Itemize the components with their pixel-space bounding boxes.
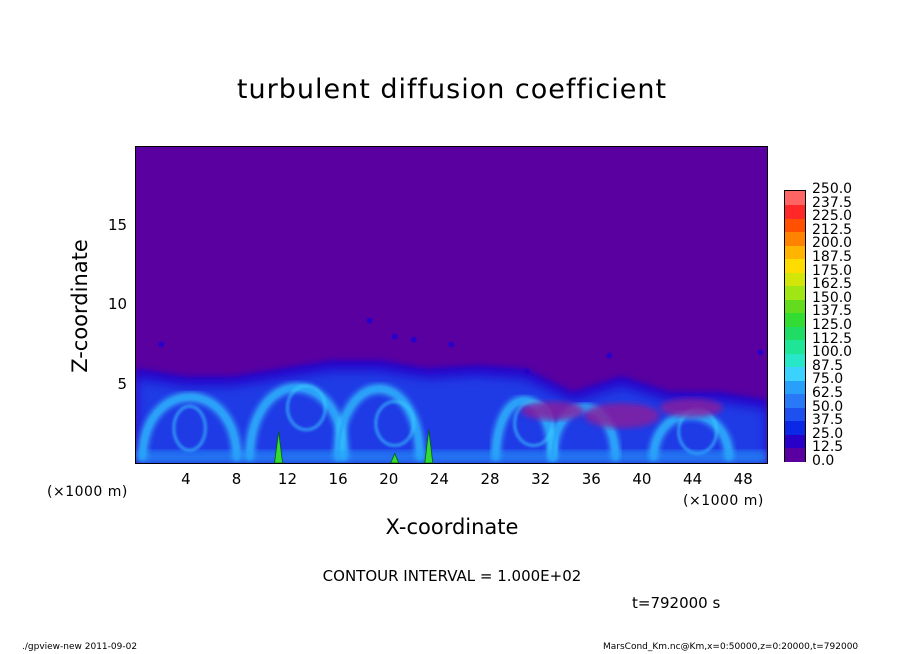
colorbar-label: 12.5 [812,439,844,456]
surface-layer [136,450,767,463]
swirl [374,400,416,447]
colorbar-segment [785,272,805,286]
convective-roll-edge [550,405,618,460]
low-value-pocket [584,402,660,429]
colorbar-label: 137.5 [812,303,853,320]
x-tick-label: 24 [429,470,449,488]
x-tick-label: 20 [379,470,399,488]
convective-roll-edge [140,395,239,460]
swirl [172,404,207,452]
colorbar-label: 75.0 [812,371,844,388]
swirl [513,400,554,447]
y-tick-label: 15 [108,215,128,234]
x-tick-label: 44 [683,470,703,488]
x-tick-label: 48 [733,470,753,488]
colorbar-label: 162.5 [812,276,853,293]
x-tick-label: 8 [231,470,242,488]
isolated-eddy [158,341,165,348]
colorbar-label: 237.5 [812,194,853,211]
colorbar-segment [785,434,805,448]
high-value-spike [274,431,284,463]
colorbar-segment [785,218,805,232]
colorbar-segment [785,380,805,394]
y-tick-label: 10 [108,295,128,313]
colorbar [784,190,806,462]
heatmap-field [136,147,767,463]
colorbar-segment [785,339,805,354]
colorbar-label: 50.0 [812,398,844,415]
isolated-eddy [448,341,455,348]
colorbar-label: 250.0 [812,181,853,197]
plot-area [135,146,768,464]
colorbar-segment [785,285,805,300]
low-value-pocket [520,401,585,421]
x-unit-label-right: (×1000 m) [683,493,764,509]
x-tick-label: 32 [531,470,551,488]
colorbar-label: 0.0 [812,453,835,469]
colorbar-label: 112.5 [812,330,853,347]
footer-program-date: ./gpview-new 2011-09-02 [22,642,138,652]
x-unit-label-left: (×1000 m) [47,484,128,500]
x-tick-label: 28 [480,470,500,488]
colorbar-segment [785,204,805,219]
colorbar-label: 187.5 [812,249,853,265]
colorbar-segment [785,420,805,435]
colorbar-label: 225.0 [812,208,853,225]
colorbar-label: 37.5 [812,412,844,429]
colorbar-segment [785,393,805,408]
convective-roll-edge [335,386,422,460]
high-value-spike [390,452,400,463]
swirl [285,384,327,432]
footer-data-source: MarsCond_Km.nc@Km,x=0:50000,z=0:20000,t=… [603,642,859,652]
colorbar-label: 212.5 [812,221,853,238]
colorbar-label: 87.5 [812,357,844,374]
colorbar-label: 175.0 [812,262,853,279]
x-tick-label: 40 [632,470,652,488]
colorbar-label: 25.0 [812,425,844,442]
contour-interval-text: CONTOUR INTERVAL = 1.000E+02 [322,567,582,585]
colorbar-segment [785,366,805,381]
isolated-eddy [757,349,764,356]
colorbar-segment [785,245,805,259]
isolated-eddy [366,317,373,324]
chart-title: turbulent diffusion coefficient [236,74,668,105]
colorbar-segment [785,407,805,421]
colorbar-segment [785,353,805,367]
isolated-eddy [410,336,417,343]
colorbar-segment [785,326,805,340]
high-value-spike [424,429,434,463]
isolated-eddy [391,333,398,340]
colorbar-segment [785,312,805,327]
low-value-pocket [659,398,723,418]
colorbar-label: 125.0 [812,317,853,333]
colorbar-label: 200.0 [812,235,853,252]
x-tick-label: 36 [581,470,601,488]
x-tick-label: 16 [328,470,348,488]
colorbar-segment [785,258,805,273]
isolated-eddy [524,368,531,375]
colorbar-segment [785,299,805,313]
colorbar-label: 100.0 [812,344,853,361]
x-tick-label: 12 [277,470,297,488]
x-axis-label: X-coordinate [385,515,519,539]
y-tick-label: 5 [117,374,128,393]
colorbar-label: 150.0 [812,289,853,306]
colorbar-segment [785,447,805,462]
time-label: t=792000 s [632,594,721,612]
colorbar-label: 62.5 [812,385,844,401]
colorbar-segment [785,191,805,205]
x-tick-label: 4 [181,470,191,488]
y-axis-label: Z-coordinate [68,239,92,373]
isolated-eddy [606,352,613,359]
colorbar-segment [785,231,805,246]
